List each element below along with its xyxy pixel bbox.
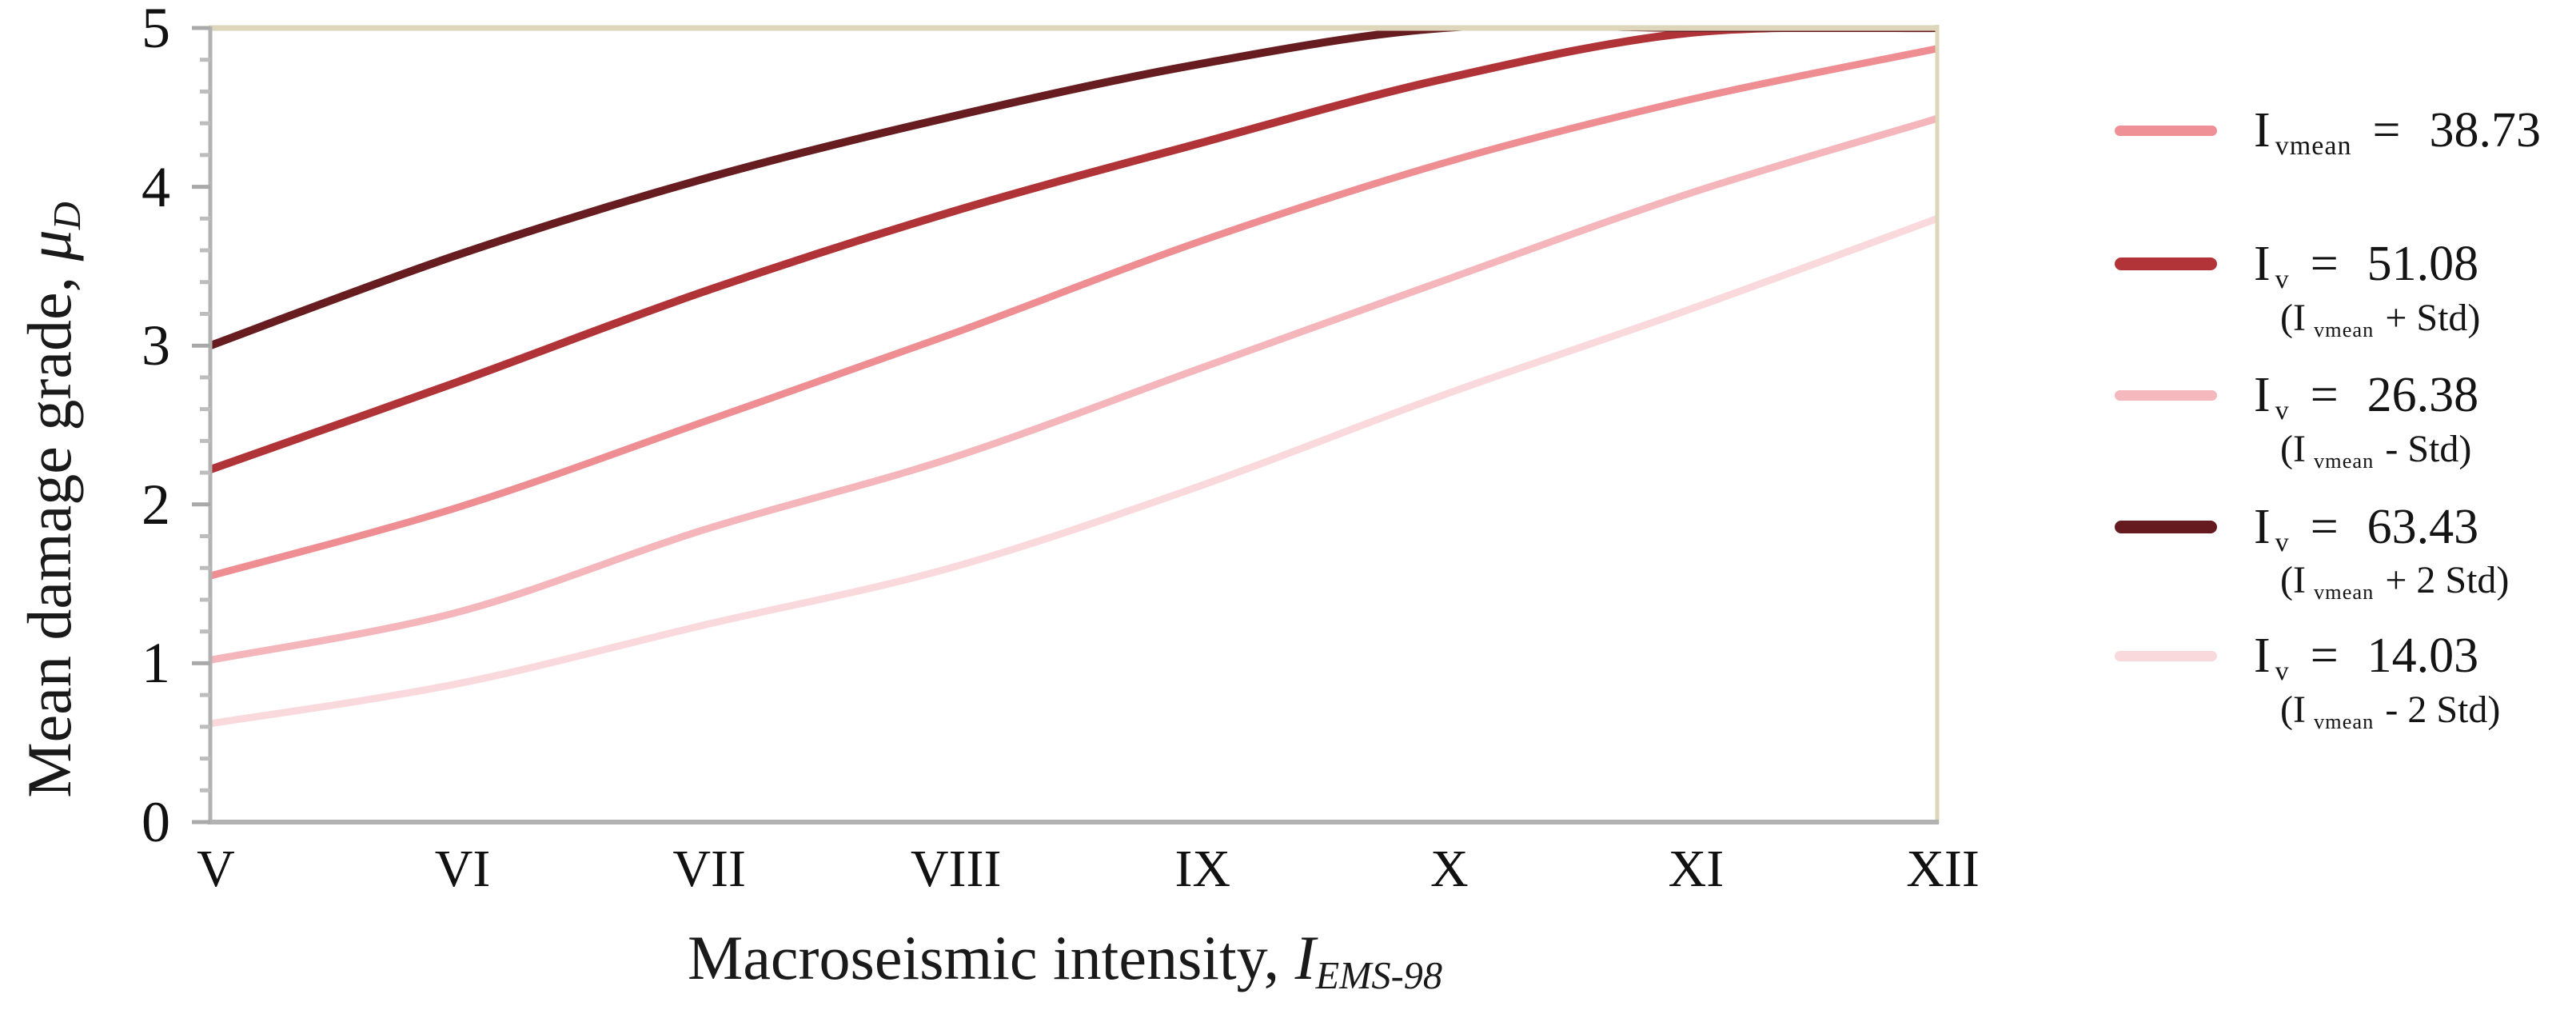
x-axis-title-subscript: EMS-98 <box>1315 955 1443 998</box>
curve-38.73 <box>211 45 1937 580</box>
curve-26.38 <box>211 114 1937 664</box>
legend-note-rest: + 2 Std) <box>2385 559 2510 601</box>
x-tick-label-V: V <box>197 840 235 898</box>
legend-value: 14.03 <box>2367 629 2479 683</box>
legend-equals: = <box>2310 237 2339 291</box>
y-tick-label-1: 1 <box>142 631 170 696</box>
legend-note-rest: + Std) <box>2385 297 2481 339</box>
legend-equals: = <box>2310 368 2339 422</box>
legend-symbol-subscript: v <box>2275 395 2290 425</box>
legend-swatch <box>2115 125 2217 136</box>
legend-note: (I vmean - Std) <box>2280 428 2472 472</box>
x-tick-label-XI: XI <box>1668 840 1725 898</box>
x-tick-label-VII: VII <box>672 840 746 898</box>
x-tick-label-X: X <box>1430 840 1469 898</box>
x-axis-title-symbol: I <box>1294 923 1316 992</box>
x-axis-title: Macroseismic intensity, IEMS-98 <box>688 927 1442 996</box>
legend-value: 51.08 <box>2367 237 2479 291</box>
x-tick-label-IX: IX <box>1174 840 1231 898</box>
legend-note-subscript: vmean <box>2313 317 2375 341</box>
curve-63.43-2 <box>211 29 1937 349</box>
legend-value: 38.73 <box>2429 103 2541 158</box>
y-tick-label-3: 3 <box>142 313 170 378</box>
legend-note-prefix: (I <box>2280 559 2306 601</box>
legend-note-prefix: (I <box>2280 689 2306 731</box>
legend-note: (I vmean - 2 Std) <box>2280 689 2501 733</box>
legend-equals: = <box>2372 103 2401 158</box>
legend-symbol: I <box>2254 237 2271 291</box>
curves-group <box>211 29 1937 728</box>
y-tick-label-4: 4 <box>142 154 170 219</box>
y-axis-title-text: Mean damage grade, <box>14 261 84 798</box>
legend-note: (I vmean + Std) <box>2280 297 2481 341</box>
legend-swatch <box>2115 521 2217 533</box>
x-tick-label-XII: XII <box>1906 840 1980 898</box>
legend-value: 63.43 <box>2367 500 2479 554</box>
legend-symbol-subscript: v <box>2275 264 2290 294</box>
legend-symbol-subscript: v <box>2275 527 2290 557</box>
legend-symbol: I <box>2254 103 2271 158</box>
x-tick-label-VI: VI <box>434 840 491 898</box>
legend-equals: = <box>2310 629 2339 683</box>
legend-symbol-subscript: v <box>2275 656 2290 686</box>
y-axis-title-symbol: μ <box>14 230 84 261</box>
legend-equals: = <box>2310 500 2339 554</box>
x-axis-title-text: Macroseismic intensity, <box>687 923 1295 992</box>
y-tick-label-2: 2 <box>142 472 170 537</box>
y-tick-label-0: 0 <box>142 790 170 854</box>
y-axis-title: Mean damage grade, μD <box>14 202 89 797</box>
legend-note: (I vmean + 2 Std) <box>2280 559 2510 603</box>
legend-note-subscript: vmean <box>2313 448 2375 473</box>
legend-symbol: I <box>2254 629 2271 683</box>
legend-symbol: I <box>2254 500 2271 554</box>
legend-swatch <box>2115 389 2217 401</box>
y-axis-title-subscript: D <box>46 202 90 230</box>
x-tick-label-VIII: VIII <box>910 840 1002 898</box>
legend-note-rest: - Std) <box>2385 428 2472 470</box>
curve-14.03-2 <box>211 215 1937 728</box>
legend-symbol: I <box>2254 368 2271 422</box>
legend-note-rest: - 2 Std) <box>2385 689 2501 731</box>
legend-symbol-subscript: vmean <box>2275 130 2352 161</box>
legend-swatch <box>2115 257 2217 270</box>
legend-swatch <box>2115 650 2217 661</box>
legend-note-subscript: vmean <box>2313 709 2375 733</box>
y-tick-label-5: 5 <box>142 0 170 60</box>
legend-note-prefix: (I <box>2280 428 2306 470</box>
legend-note-subscript: vmean <box>2313 579 2375 604</box>
legend-value: 26.38 <box>2367 368 2479 422</box>
curve-51.08 <box>211 29 1937 473</box>
legend-note-prefix: (I <box>2280 297 2306 339</box>
